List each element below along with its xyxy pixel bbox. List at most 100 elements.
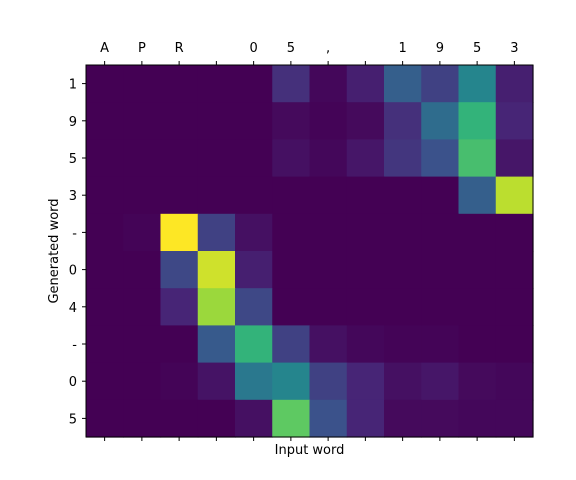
x-tick-label: R [175, 41, 184, 56]
heatmap-cell [235, 213, 273, 252]
heatmap-cell [235, 362, 273, 401]
heatmap-cell [235, 288, 273, 326]
heatmap-cell [123, 325, 162, 364]
heatmap-cell [160, 139, 199, 178]
heatmap-cell [272, 102, 311, 140]
heatmap-cell [309, 288, 348, 326]
y-tick-label: 5 [69, 412, 77, 427]
heatmap-cell [235, 399, 273, 438]
heatmap-cell [346, 362, 385, 401]
heatmap-cells [86, 65, 534, 438]
x-tick-label: 5 [287, 41, 295, 56]
heatmap-cell [346, 325, 385, 364]
heatmap-cell [495, 102, 534, 140]
y-tick-label: - [72, 226, 77, 241]
heatmap-cell [86, 102, 124, 140]
x-tick-label: 5 [473, 41, 481, 56]
heatmap-cell [458, 325, 497, 364]
heatmap-cell [495, 288, 534, 326]
heatmap-cell [197, 362, 236, 401]
heatmap-cell [197, 139, 236, 178]
heatmap-cell [197, 102, 236, 140]
heatmap-cell [86, 65, 124, 103]
heatmap-cell [495, 251, 534, 289]
heatmap-cell [495, 399, 534, 438]
heatmap-cell [421, 251, 460, 289]
heatmap-cell [86, 325, 124, 364]
heatmap-cell [123, 65, 162, 103]
y-tick-label: 0 [69, 375, 77, 390]
heatmap-cell [160, 251, 199, 289]
x-axis-label: Input word [275, 443, 345, 458]
heatmap-cell [197, 65, 236, 103]
y-tick-label: 0 [69, 264, 77, 279]
heatmap-cell [272, 176, 311, 215]
heatmap-cell [235, 325, 273, 364]
heatmap-cell [272, 139, 311, 178]
heatmap-cell [384, 65, 422, 103]
heatmap-cell [197, 288, 236, 326]
heatmap-cell [421, 288, 460, 326]
heatmap-cell [123, 399, 162, 438]
heatmap-cell [421, 213, 460, 252]
y-axis-ticks: 1 9 5 3 - 0 4 - 0 5 [69, 78, 86, 427]
heatmap-cell [384, 399, 422, 438]
heatmap-cell [160, 362, 199, 401]
plot-frame [85, 64, 534, 438]
x-tick-label: A [100, 41, 109, 56]
heatmap-cell [123, 102, 162, 140]
heatmap-cell [384, 102, 422, 140]
heatmap-cell [272, 288, 311, 326]
heatmap-cell [458, 399, 497, 438]
heatmap-cell [384, 251, 422, 289]
x-tick-label: , [326, 41, 330, 56]
heatmap-cell [160, 213, 199, 252]
heatmap-cell [384, 362, 422, 401]
heatmap-cell [235, 251, 273, 289]
heatmap-cell [197, 176, 236, 215]
heatmap-cell [346, 102, 385, 140]
heatmap-cell [309, 325, 348, 364]
heatmap-cell [495, 362, 534, 401]
heatmap-cell [309, 251, 348, 289]
heatmap-cell [384, 176, 422, 215]
heatmap-cell [309, 102, 348, 140]
heatmap-cell [346, 65, 385, 103]
heatmap-cell [309, 176, 348, 215]
heatmap-cell [309, 139, 348, 178]
heatmap-cell [384, 288, 422, 326]
y-tick-label: 5 [69, 152, 77, 167]
heatmap-cell [160, 325, 199, 364]
heatmap-cell [197, 213, 236, 252]
heatmap-cell [160, 399, 199, 438]
heatmap-cell [235, 65, 273, 103]
heatmap-cell [458, 288, 497, 326]
x-tick-label: 9 [436, 41, 444, 56]
heatmap-cell [235, 176, 273, 215]
heatmap-cell [272, 325, 311, 364]
heatmap-cell [421, 399, 460, 438]
heatmap-cell [458, 362, 497, 401]
heatmap-cell [86, 399, 124, 438]
heatmap-cell [421, 325, 460, 364]
y-axis-label: Generated word [47, 198, 62, 303]
heatmap-cell [421, 139, 460, 178]
heatmap-cell [235, 139, 273, 178]
x-tick-label: P [138, 41, 146, 56]
heatmap-cell [235, 102, 273, 140]
heatmap-cell [309, 399, 348, 438]
heatmap-cell [346, 288, 385, 326]
heatmap-cell [346, 213, 385, 252]
heatmap-cell [346, 139, 385, 178]
heatmap-cell [160, 176, 199, 215]
heatmap-cell [272, 65, 311, 103]
heatmap-cell [272, 399, 311, 438]
y-tick-label: 4 [69, 301, 77, 316]
heatmap-cell [123, 213, 162, 252]
heatmap-cell [346, 251, 385, 289]
heatmap-cell [197, 251, 236, 289]
heatmap-cell [160, 288, 199, 326]
heatmap-cell [421, 102, 460, 140]
heatmap-cell [86, 139, 124, 178]
